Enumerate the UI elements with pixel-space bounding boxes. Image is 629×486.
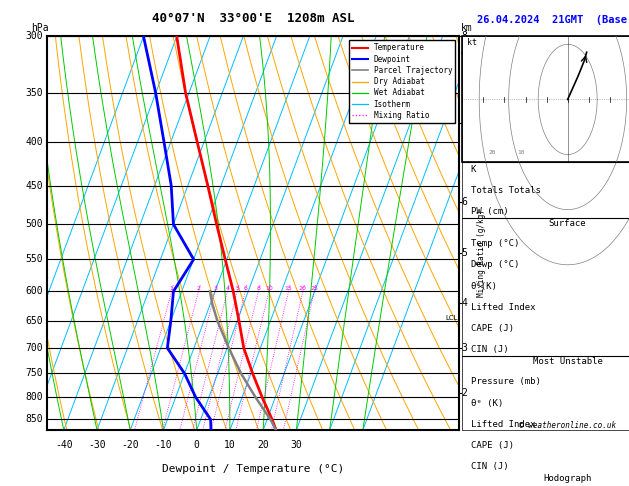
Text: CAPE (J): CAPE (J) — [470, 441, 514, 450]
Text: 10: 10 — [518, 150, 525, 155]
Text: 4: 4 — [225, 286, 230, 292]
Text: 6: 6 — [461, 196, 467, 207]
Text: 350: 350 — [25, 88, 43, 98]
Text: 15: 15 — [284, 286, 292, 292]
Text: hPa: hPa — [31, 22, 48, 33]
Text: Dewp (°C): Dewp (°C) — [470, 260, 519, 269]
Text: 550: 550 — [25, 254, 43, 264]
Text: 650: 650 — [25, 316, 43, 326]
Text: 6: 6 — [243, 286, 247, 292]
Text: -10: -10 — [155, 440, 172, 450]
Text: 20: 20 — [488, 150, 496, 155]
Text: 700: 700 — [25, 343, 43, 353]
Text: Temp (°C): Temp (°C) — [470, 239, 519, 248]
Text: 750: 750 — [25, 368, 43, 379]
Text: 8: 8 — [257, 286, 260, 292]
Text: -40: -40 — [55, 440, 72, 450]
Text: θᵉ(K): θᵉ(K) — [470, 282, 498, 291]
Text: θᵉ (K): θᵉ (K) — [470, 399, 503, 408]
Text: 3: 3 — [213, 286, 217, 292]
Text: 450: 450 — [25, 181, 43, 191]
Text: 2: 2 — [461, 387, 467, 398]
Text: -30: -30 — [88, 440, 106, 450]
Text: 10: 10 — [265, 286, 273, 292]
Text: Surface: Surface — [549, 219, 586, 228]
Text: 20: 20 — [299, 286, 307, 292]
Text: 300: 300 — [25, 32, 43, 41]
Text: © weatheronline.co.uk: © weatheronline.co.uk — [519, 421, 616, 430]
Text: CAPE (J): CAPE (J) — [470, 324, 514, 333]
Text: Totals Totals: Totals Totals — [470, 186, 540, 195]
Legend: Temperature, Dewpoint, Parcel Trajectory, Dry Adiabat, Wet Adiabat, Isotherm, Mi: Temperature, Dewpoint, Parcel Trajectory… — [349, 40, 455, 123]
Text: 40°07'N  33°00'E  1208m ASL: 40°07'N 33°00'E 1208m ASL — [152, 12, 354, 25]
Text: 400: 400 — [25, 137, 43, 147]
Text: Most Unstable: Most Unstable — [533, 357, 603, 366]
Text: CIN (J): CIN (J) — [470, 462, 508, 471]
Text: Hodograph: Hodograph — [543, 474, 592, 483]
Text: 0: 0 — [194, 440, 199, 450]
Bar — [462, 36, 629, 162]
Text: Mixing Ratio (g/kg): Mixing Ratio (g/kg) — [477, 209, 486, 297]
Text: PW (cm): PW (cm) — [470, 208, 508, 216]
Text: 5: 5 — [235, 286, 239, 292]
Text: 8: 8 — [461, 32, 467, 41]
Text: 1: 1 — [170, 286, 174, 292]
Text: ASL: ASL — [461, 46, 479, 56]
Text: Lifted Index: Lifted Index — [470, 420, 535, 429]
Text: 500: 500 — [25, 219, 43, 229]
Text: km: km — [461, 22, 473, 33]
Text: 2: 2 — [196, 286, 201, 292]
Text: Dewpoint / Temperature (°C): Dewpoint / Temperature (°C) — [162, 464, 344, 473]
Text: kt: kt — [467, 38, 477, 48]
Text: 30: 30 — [291, 440, 303, 450]
Text: 25: 25 — [310, 286, 318, 292]
Text: Lifted Index: Lifted Index — [470, 303, 535, 312]
Text: 7: 7 — [461, 119, 467, 128]
Text: 20: 20 — [257, 440, 269, 450]
Text: 800: 800 — [25, 392, 43, 402]
Text: 850: 850 — [25, 415, 43, 424]
Text: 10: 10 — [224, 440, 236, 450]
Text: CIN (J): CIN (J) — [470, 346, 508, 354]
Text: 26.04.2024  21GMT  (Base: 18): 26.04.2024 21GMT (Base: 18) — [477, 15, 629, 25]
Text: Pressure (mb): Pressure (mb) — [470, 377, 540, 386]
Text: 4: 4 — [461, 298, 467, 309]
Text: LCL: LCL — [446, 315, 458, 321]
Text: 5: 5 — [461, 247, 467, 258]
Text: 600: 600 — [25, 286, 43, 296]
Text: -20: -20 — [121, 440, 139, 450]
Text: K: K — [470, 165, 476, 174]
Text: 3: 3 — [461, 343, 467, 353]
